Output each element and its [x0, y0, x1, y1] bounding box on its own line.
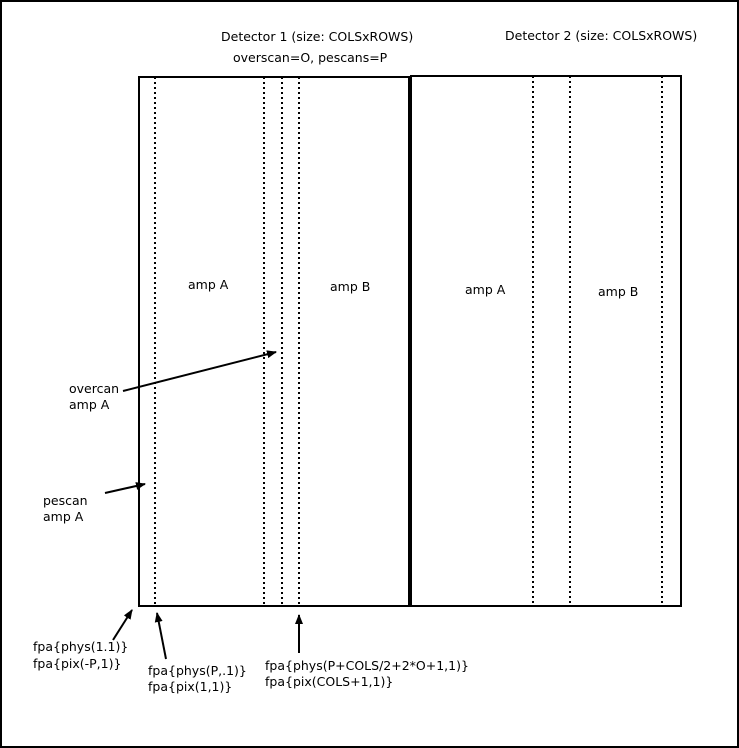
corner-phys-label: fpa{phys(1.1)} [33, 639, 128, 654]
amp-a-phys-label: fpa{phys(P,.1)} [148, 663, 247, 678]
detector2-title: Detector 2 (size: COLSxROWS) [505, 28, 697, 43]
detector2-amp-a-label: amp A [465, 282, 506, 297]
overscan-label-line1: overcan [69, 381, 119, 396]
detector1-subtitle: overscan=O, pescans=P [233, 50, 388, 65]
amp-a-origin-arrow [154, 612, 167, 660]
detector1-title: Detector 1 (size: COLSxROWS) [221, 29, 413, 44]
amp-b-pix-label: fpa{pix(COLS+1,1)} [265, 674, 393, 689]
amp-a-pix-label: fpa{pix(1,1)} [148, 679, 232, 694]
prescan-label-line1: pescan [43, 493, 88, 508]
amp-b-phys-label: fpa{phys(P+COLS/2+2*O+1,1)} [265, 658, 469, 673]
overscan-arrow [122, 350, 277, 392]
prescan-arrow [104, 482, 146, 494]
detector2-amp-b-label: amp B [598, 284, 638, 299]
detector1-amp-b-label: amp B [330, 279, 370, 294]
corner-pix-label: fpa{pix(-P,1)} [33, 656, 121, 671]
prescan-label-line2: amp A [43, 509, 84, 524]
detector1-amp-a-label: amp A [188, 277, 229, 292]
corner-arrow [112, 609, 133, 641]
detector2-box [410, 75, 682, 607]
detector1-box [138, 76, 410, 607]
overscan-label-line2: amp A [69, 397, 110, 412]
